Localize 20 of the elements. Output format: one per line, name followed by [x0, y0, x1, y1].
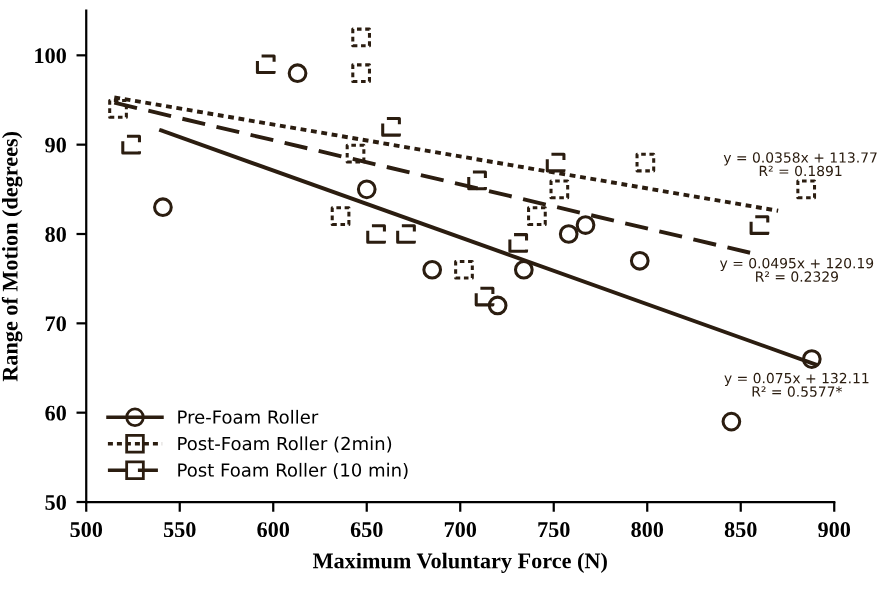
legend-label: Pre-Foam Roller [178, 409, 319, 424]
legend-label: Post Foam Roller (10 min) [178, 462, 408, 479]
x-tick-label: 550 [163, 522, 196, 538]
x-axis-title: Maximum Voluntary Force (N) [312, 552, 607, 573]
x-tick-label: 500 [70, 522, 103, 538]
x-tick-label: 600 [257, 522, 290, 538]
y-tick-label: 70 [45, 316, 66, 332]
y-axis-title: Range of Motion (degrees) [1, 131, 23, 382]
x-tick-label: 700 [444, 522, 477, 538]
legend-label: Post-Foam Roller (2min) [178, 436, 392, 453]
x-tick-label: 900 [818, 522, 851, 538]
x-tick-label: 650 [350, 522, 383, 538]
y-tick-label: 90 [45, 137, 66, 153]
y-tick-label: 80 [45, 226, 66, 242]
y-tick-label: 50 [45, 494, 66, 510]
x-tick-label: 750 [538, 522, 570, 538]
y-tick-label: 60 [45, 405, 66, 421]
x-tick-label: 850 [724, 522, 757, 538]
y-tick-label: 100 [35, 48, 66, 64]
x-tick-label: 800 [631, 522, 664, 538]
